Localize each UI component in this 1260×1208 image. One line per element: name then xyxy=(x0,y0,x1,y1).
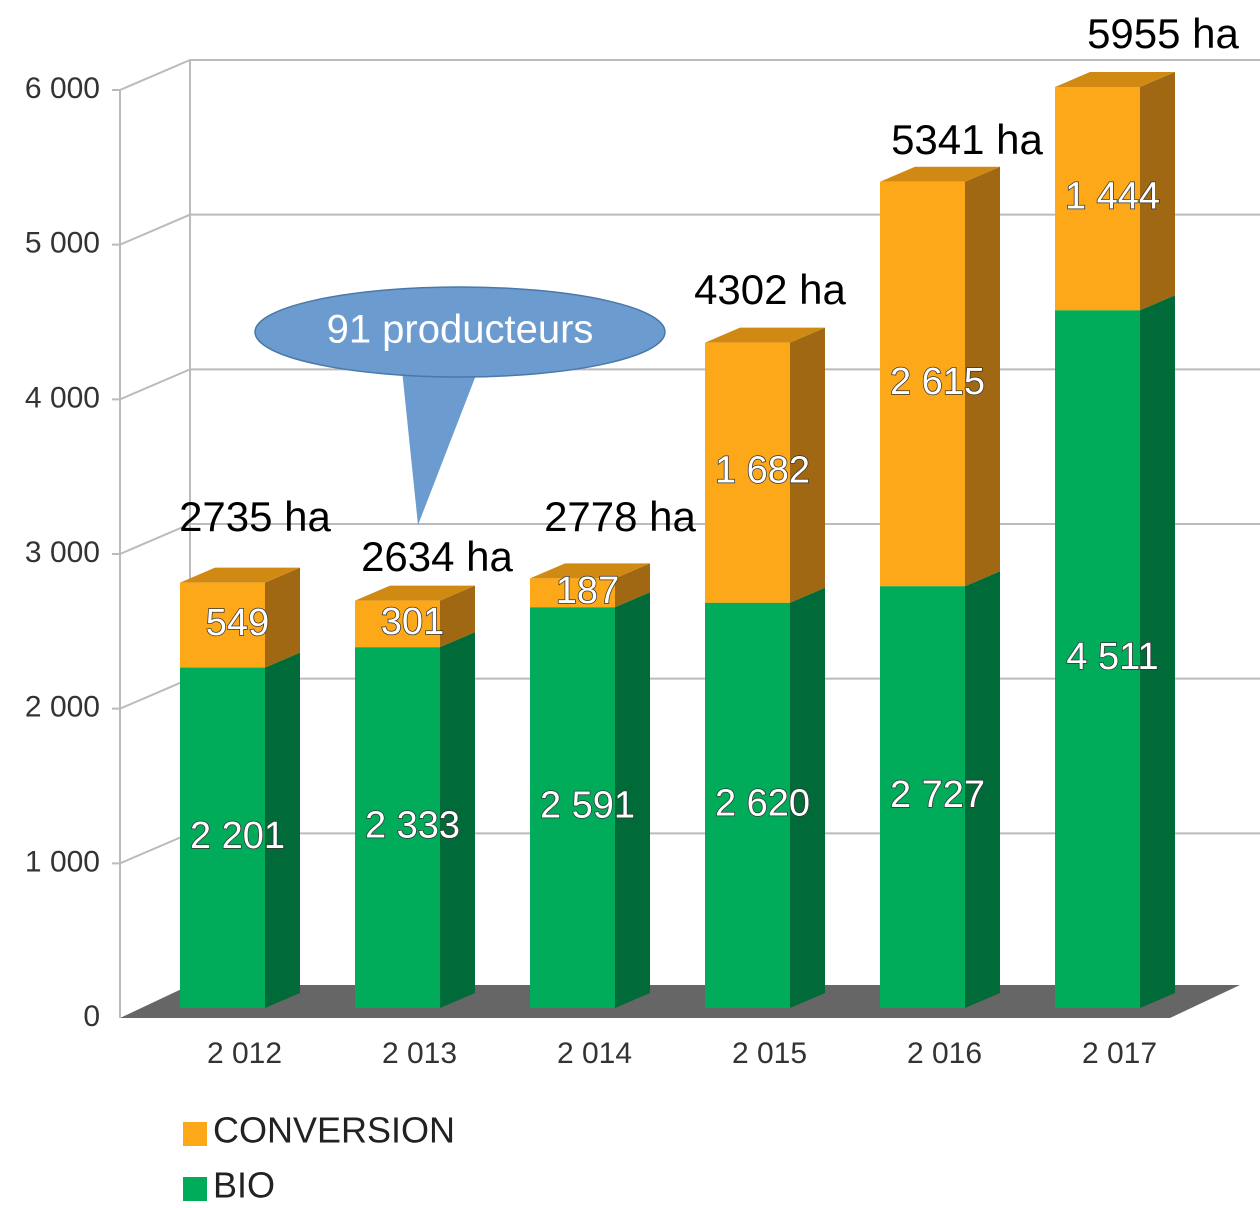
bar-side xyxy=(440,585,475,648)
data-label: 187 xyxy=(556,570,619,612)
x-tick-label: 2 013 xyxy=(382,1037,457,1070)
legend-label: CONVERSION xyxy=(213,1110,455,1151)
bar xyxy=(880,586,965,1008)
data-label: 2 620 xyxy=(715,782,810,824)
callout-bubble xyxy=(254,286,666,378)
data-label: 2 591 xyxy=(540,785,635,827)
total-annotation: 5341 ha xyxy=(891,116,1043,163)
legend-swatch xyxy=(183,1122,207,1146)
bar-side xyxy=(965,571,1000,1008)
bar xyxy=(1055,310,1140,1008)
callout-text: 91 producteurs xyxy=(327,308,594,352)
legend-label: BIO xyxy=(213,1165,275,1206)
bar-side xyxy=(265,567,300,668)
y-tick-label: 4 000 xyxy=(25,381,100,414)
bar-top xyxy=(705,327,825,343)
callout-tail xyxy=(402,370,478,525)
data-label: 4 511 xyxy=(1066,636,1158,678)
total-annotation: 2634 ha xyxy=(361,533,513,580)
data-label: 2 615 xyxy=(890,361,985,403)
total-annotation: 5955 ha xyxy=(1087,10,1239,57)
y-tick-label: 0 xyxy=(83,1000,100,1033)
total-annotation: 4302 ha xyxy=(694,266,846,313)
bar-side xyxy=(615,592,650,1008)
bar-side xyxy=(790,327,825,603)
bar-top xyxy=(355,585,475,601)
y-tick-label: 3 000 xyxy=(25,536,100,569)
bar xyxy=(180,582,265,668)
data-label: 301 xyxy=(381,601,444,643)
bar xyxy=(1055,86,1140,311)
x-tick-label: 2 016 xyxy=(907,1037,982,1070)
bar xyxy=(705,602,790,1008)
grid-line xyxy=(112,59,1260,91)
bar xyxy=(705,342,790,603)
bar xyxy=(355,647,440,1008)
bar xyxy=(880,181,965,587)
bar-side xyxy=(790,587,825,1008)
y-tick-label: 1 000 xyxy=(25,845,100,878)
x-tick-label: 2 015 xyxy=(732,1037,807,1070)
bar xyxy=(530,578,615,608)
y-tick-label: 6 000 xyxy=(25,72,100,105)
total-annotation: 2778 ha xyxy=(544,493,696,540)
data-label: 2 333 xyxy=(365,805,460,847)
data-label: 1 682 xyxy=(715,450,810,492)
bar xyxy=(180,667,265,1008)
data-label: 1 444 xyxy=(1065,176,1160,218)
bar-side xyxy=(265,652,300,1008)
bar-top xyxy=(880,166,1000,182)
bar xyxy=(355,600,440,648)
x-tick-label: 2 014 xyxy=(557,1037,632,1070)
bar-top xyxy=(1055,71,1175,87)
bar-side xyxy=(965,166,1000,587)
total-annotation: 2735 ha xyxy=(179,493,331,540)
x-tick-label: 2 012 xyxy=(207,1037,282,1070)
data-label: 2 727 xyxy=(890,774,985,816)
grid-line xyxy=(112,213,1260,246)
bar-side xyxy=(1140,295,1175,1008)
bar-top xyxy=(530,563,650,579)
data-label: 2 201 xyxy=(190,815,285,857)
bar-side xyxy=(440,632,475,1008)
y-tick-label: 5 000 xyxy=(25,227,100,260)
legend-swatch xyxy=(183,1177,207,1201)
bar-side xyxy=(1140,71,1175,311)
callout: 91 producteurs xyxy=(254,286,666,525)
y-tick-label: 2 000 xyxy=(25,691,100,724)
x-tick-label: 2 017 xyxy=(1082,1037,1157,1070)
bar-top xyxy=(180,567,300,583)
bar-side xyxy=(615,563,650,608)
bar xyxy=(530,607,615,1008)
data-label: 549 xyxy=(206,602,269,644)
